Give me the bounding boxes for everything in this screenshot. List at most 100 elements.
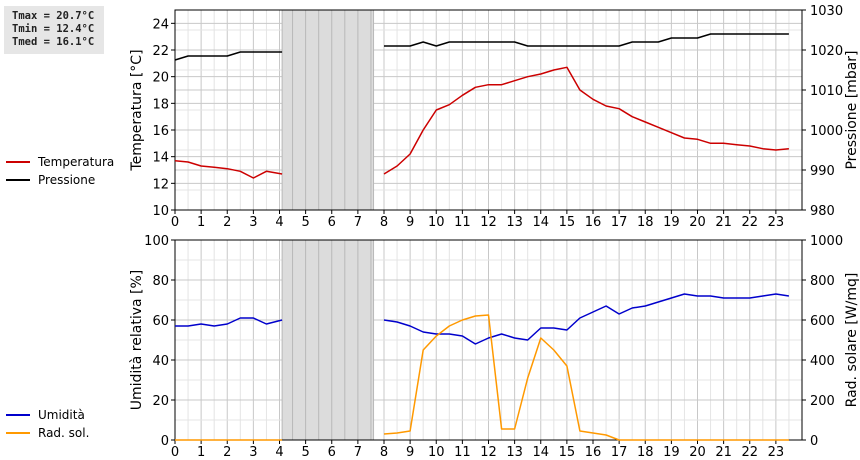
no-data-band <box>281 9 375 211</box>
x-tick-label: 15 <box>559 445 576 460</box>
legend-bottom: Umidità Rad. sol. <box>6 406 89 442</box>
x-tick-label: 13 <box>506 445 523 460</box>
y2-tick-label: 1010 <box>810 84 843 99</box>
x-tick-label: 1 <box>197 215 205 230</box>
x-tick-label: 13 <box>506 215 523 230</box>
x-tick-label: 18 <box>637 215 654 230</box>
x-tick-label: 17 <box>611 215 628 230</box>
stats-tmin: Tmin = 12.4°C <box>12 23 95 35</box>
x-tick-label: 20 <box>689 215 706 230</box>
x-tick-label: 23 <box>768 215 785 230</box>
x-tick-label: 8 <box>380 215 388 230</box>
x-tick-label: 4 <box>275 215 283 230</box>
x-tick-label: 22 <box>741 445 758 460</box>
y-axis-label: Umidità relativa [%] <box>129 270 145 411</box>
x-tick-label: 22 <box>741 215 758 230</box>
series-line-temperatura-1 <box>383 66 789 175</box>
x-tick-label: 2 <box>223 215 231 230</box>
legend-label-humidity: Umidità <box>38 408 85 422</box>
x-tick-label: 19 <box>663 215 680 230</box>
y-tick-label: 0 <box>161 434 169 449</box>
legend-item-pressure: Pressione <box>6 171 114 189</box>
x-tick-label: 4 <box>275 445 283 460</box>
x-tick-label: 23 <box>768 445 785 460</box>
series-line-rad-sol--1 <box>383 314 789 441</box>
chart-panel-0 <box>171 9 806 214</box>
x-tick-label: 5 <box>301 215 309 230</box>
y2-tick-label: 400 <box>810 354 835 369</box>
y-tick-label: 60 <box>152 314 169 329</box>
y2-tick-label: 990 <box>810 164 835 179</box>
x-tick-label: 15 <box>559 215 576 230</box>
legend-label-solar: Rad. sol. <box>38 426 90 440</box>
x-tick-label: 16 <box>585 215 602 230</box>
y2-tick-label: 1020 <box>810 44 843 59</box>
x-tick-label: 20 <box>689 445 706 460</box>
y-tick-label: 20 <box>152 71 169 86</box>
x-tick-label: 7 <box>354 445 362 460</box>
series-line-umidit--1 <box>383 293 790 345</box>
x-tick-label: 16 <box>585 445 602 460</box>
series-line-pressione-0 <box>174 51 283 61</box>
y2-tick-label: 1000 <box>810 124 843 139</box>
y2-tick-label: 200 <box>810 394 835 409</box>
legend-label-pressure: Pressione <box>38 173 96 187</box>
y-tick-label: 18 <box>152 97 169 112</box>
legend-item-humidity: Umidità <box>6 406 89 424</box>
x-tick-label: 17 <box>611 445 628 460</box>
y-tick-label: 14 <box>152 151 169 166</box>
legend-label-temperature: Temperatura <box>38 155 115 169</box>
y-tick-label: 80 <box>152 274 169 289</box>
x-tick-label: 12 <box>480 445 497 460</box>
y-tick-label: 10 <box>152 204 169 219</box>
x-tick-label: 8 <box>380 445 388 460</box>
legend-swatch-humidity <box>6 414 30 416</box>
x-tick-label: 18 <box>637 445 654 460</box>
y2-tick-label: 980 <box>810 204 835 219</box>
chart-panel-1 <box>171 239 806 444</box>
y2-tick-label: 600 <box>810 314 835 329</box>
legend-swatch-pressure <box>6 179 30 181</box>
x-tick-label: 21 <box>715 215 732 230</box>
series-line-pressione-1 <box>384 33 789 47</box>
stats-tmed: Tmed = 16.1°C <box>12 36 95 48</box>
stats-box: Tmax = 20.7°C Tmin = 12.4°C Tmed = 16.1°… <box>4 6 104 54</box>
x-tick-label: 0 <box>171 215 179 230</box>
series-line-temperatura-0 <box>174 159 283 179</box>
x-tick-label: 9 <box>406 215 414 230</box>
series-line-umidit--0 <box>175 317 283 327</box>
x-tick-label: 14 <box>532 215 549 230</box>
x-tick-label: 10 <box>428 215 445 230</box>
y2-axis-label: Pressione [mbar] <box>844 50 860 169</box>
x-tick-label: 7 <box>354 215 362 230</box>
x-tick-label: 10 <box>428 445 445 460</box>
legend-swatch-temperature <box>6 161 30 163</box>
y2-tick-label: 800 <box>810 274 835 289</box>
x-tick-label: 3 <box>249 445 257 460</box>
y2-axis-label: Rad. solare [W/mq] <box>844 273 860 408</box>
y-axis-label: Temperatura [°C] <box>129 49 145 171</box>
x-tick-label: 9 <box>406 445 414 460</box>
y-tick-label: 24 <box>152 17 169 32</box>
x-tick-label: 14 <box>532 445 549 460</box>
stats-tmax: Tmax = 20.7°C <box>12 10 95 22</box>
y2-tick-label: 0 <box>810 434 818 449</box>
no-data-band <box>281 239 375 441</box>
y-tick-label: 40 <box>152 354 169 369</box>
x-tick-label: 21 <box>715 445 732 460</box>
y-tick-label: 20 <box>152 394 169 409</box>
x-tick-label: 11 <box>454 215 471 230</box>
y2-tick-label: 1030 <box>810 4 843 19</box>
x-tick-label: 1 <box>197 445 205 460</box>
x-tick-label: 12 <box>480 215 497 230</box>
x-tick-label: 11 <box>454 445 471 460</box>
x-tick-label: 6 <box>328 445 336 460</box>
legend-item-solar: Rad. sol. <box>6 424 89 442</box>
y-tick-label: 16 <box>152 124 169 139</box>
y-tick-label: 12 <box>152 177 169 192</box>
legend-swatch-solar <box>6 432 30 434</box>
x-tick-label: 6 <box>328 215 336 230</box>
legend-top: Temperatura Pressione <box>6 153 114 189</box>
x-tick-label: 0 <box>171 445 179 460</box>
